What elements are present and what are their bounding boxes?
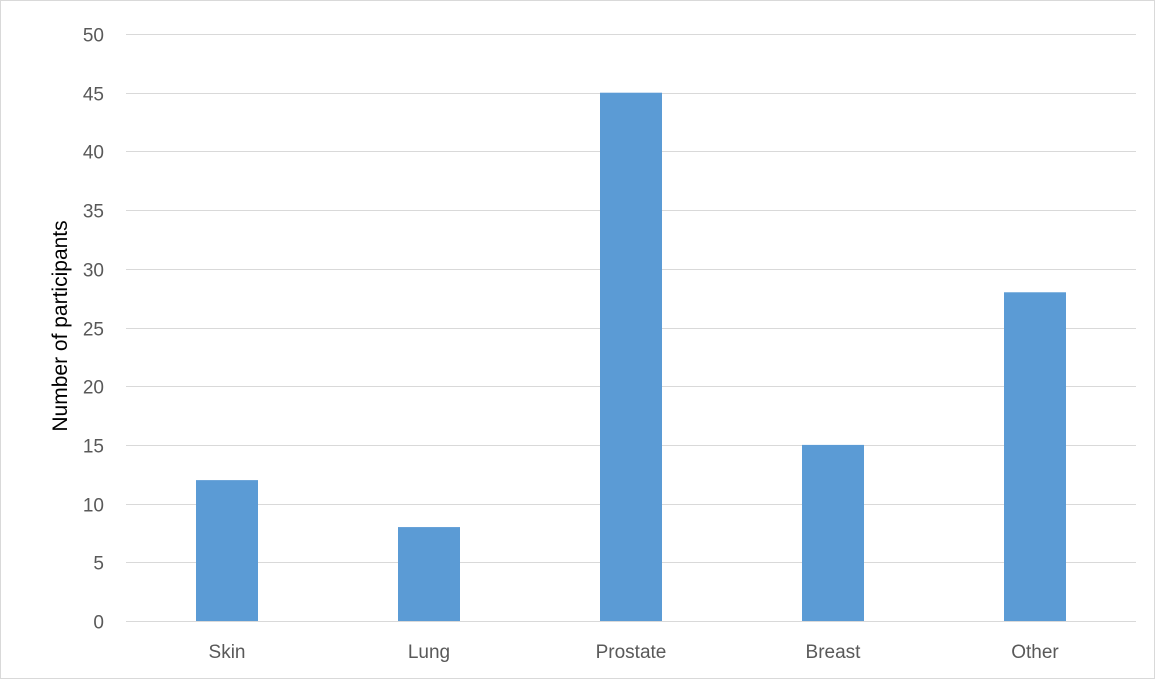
bar-skin	[196, 480, 258, 621]
x-tick-label: Lung	[408, 642, 450, 663]
y-tick-label: 40	[83, 143, 104, 164]
y-tick-label: 50	[83, 26, 104, 47]
x-tick-label: Breast	[806, 642, 862, 663]
bar-prostate	[600, 92, 662, 621]
y-axis-tick-labels: 0 5 10 15 20 25 30 35 40 45 50	[83, 26, 104, 634]
bar-breast	[802, 444, 864, 621]
bar-other	[1004, 292, 1066, 621]
y-tick-label: 20	[83, 378, 104, 399]
y-tick-label: 15	[83, 437, 104, 458]
y-tick-label: 25	[83, 320, 104, 341]
y-tick-label: 30	[83, 261, 104, 282]
y-tick-label: 10	[83, 496, 104, 517]
x-tick-label: Skin	[209, 642, 246, 663]
x-tick-label: Other	[1011, 642, 1059, 663]
bar-lung	[398, 527, 460, 621]
x-axis-tick-labels: Skin Lung Prostate Breast Other	[209, 642, 1060, 663]
y-tick-label: 35	[83, 202, 104, 223]
y-tick-label: 5	[93, 554, 104, 575]
bars	[196, 92, 1066, 621]
y-tick-label: 0	[93, 613, 104, 634]
y-axis-title: Number of participants	[49, 220, 72, 431]
x-tick-label: Prostate	[596, 642, 667, 663]
y-tick-label: 45	[83, 85, 104, 106]
